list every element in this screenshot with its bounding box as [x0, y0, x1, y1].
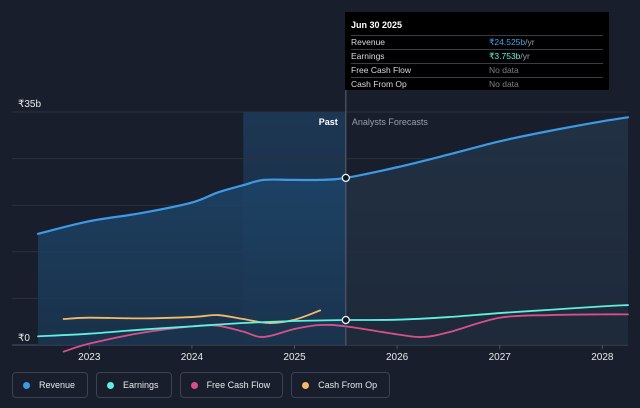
tooltip-row-name: Free Cash Flow	[351, 65, 411, 75]
tooltip-row-unit: /yr	[525, 37, 535, 47]
tooltip-row-name: Revenue	[351, 37, 386, 47]
hover-markers	[341, 173, 350, 325]
tooltip-row-value: No data	[489, 79, 519, 89]
x-tick-label: 2028	[591, 352, 614, 363]
revenue-hover-marker	[341, 173, 350, 183]
tooltip-date: Jun 30 2025	[351, 20, 403, 30]
tooltip-row-free-cash-flow: Free Cash Flow No data	[351, 63, 603, 77]
legend-color-dot	[23, 381, 30, 389]
tooltip-row-name: Cash From Op	[351, 79, 407, 89]
revenue-line	[36, 116, 630, 235]
legend-color-dot	[190, 381, 198, 389]
legend-item-earnings[interactable]: Earnings	[96, 372, 172, 398]
past-label: Past	[319, 117, 338, 127]
chart-legend: Revenue Earnings Free Cash Flow Cash From O…	[0, 372, 640, 408]
x-tick-label: 2026	[386, 352, 409, 363]
forecast-label: Analysts Forecasts	[352, 117, 429, 127]
x-tick-label: 2024	[181, 352, 204, 363]
y-axis-bottom-label: ₹0	[18, 333, 30, 344]
hover-tooltip: Jun 30 2025 Revenue ₹24.525b /yr Earnings ₹…	[345, 12, 609, 90]
x-tick-label: 2025	[283, 352, 306, 363]
tooltip-row-value: ₹24.525b	[489, 37, 526, 47]
legend-color-dot	[302, 381, 310, 389]
tooltip-row-value: No data	[489, 65, 519, 75]
legend-label: Cash From Op	[318, 380, 378, 390]
revenue-area-past	[38, 177, 346, 345]
x-axis-ticks: 2023 2024 2025 2026 2027 2028	[78, 345, 614, 363]
y-axis-top-label: ₹35b	[18, 99, 41, 110]
revenue-area	[38, 117, 628, 345]
legend-label: Free Cash Flow	[206, 380, 271, 390]
revenue-area-forecast	[345, 117, 628, 345]
legend-item-cash-from-op[interactable]: Cash From Op	[291, 372, 391, 398]
legend-label: Revenue	[39, 380, 76, 390]
x-tick-label: 2023	[78, 352, 101, 363]
tooltip-row-revenue: Revenue ₹24.525b /yr	[351, 35, 603, 49]
legend-item-free-cash-flow[interactable]: Free Cash Flow	[179, 372, 284, 398]
tooltip-row-unit: /yr	[520, 51, 530, 61]
legend-item-revenue[interactable]: Revenue	[12, 372, 89, 398]
tooltip-row-name: Earnings	[351, 51, 385, 61]
tooltip-row-cash-from-op: Cash From Op No data	[351, 77, 603, 91]
x-tick-label: 2027	[489, 352, 512, 363]
chart-plot: Past Analysts Forecasts ₹35b ₹0 2023 2024…	[12, 90, 630, 363]
tooltip-row-earnings: Earnings ₹3.753b /yr	[351, 49, 603, 63]
tooltip-row-value: ₹3.753b	[489, 51, 521, 61]
legend-color-dot	[107, 381, 115, 389]
earnings-hover-marker	[341, 315, 350, 325]
legend-label: Earnings	[123, 380, 159, 390]
